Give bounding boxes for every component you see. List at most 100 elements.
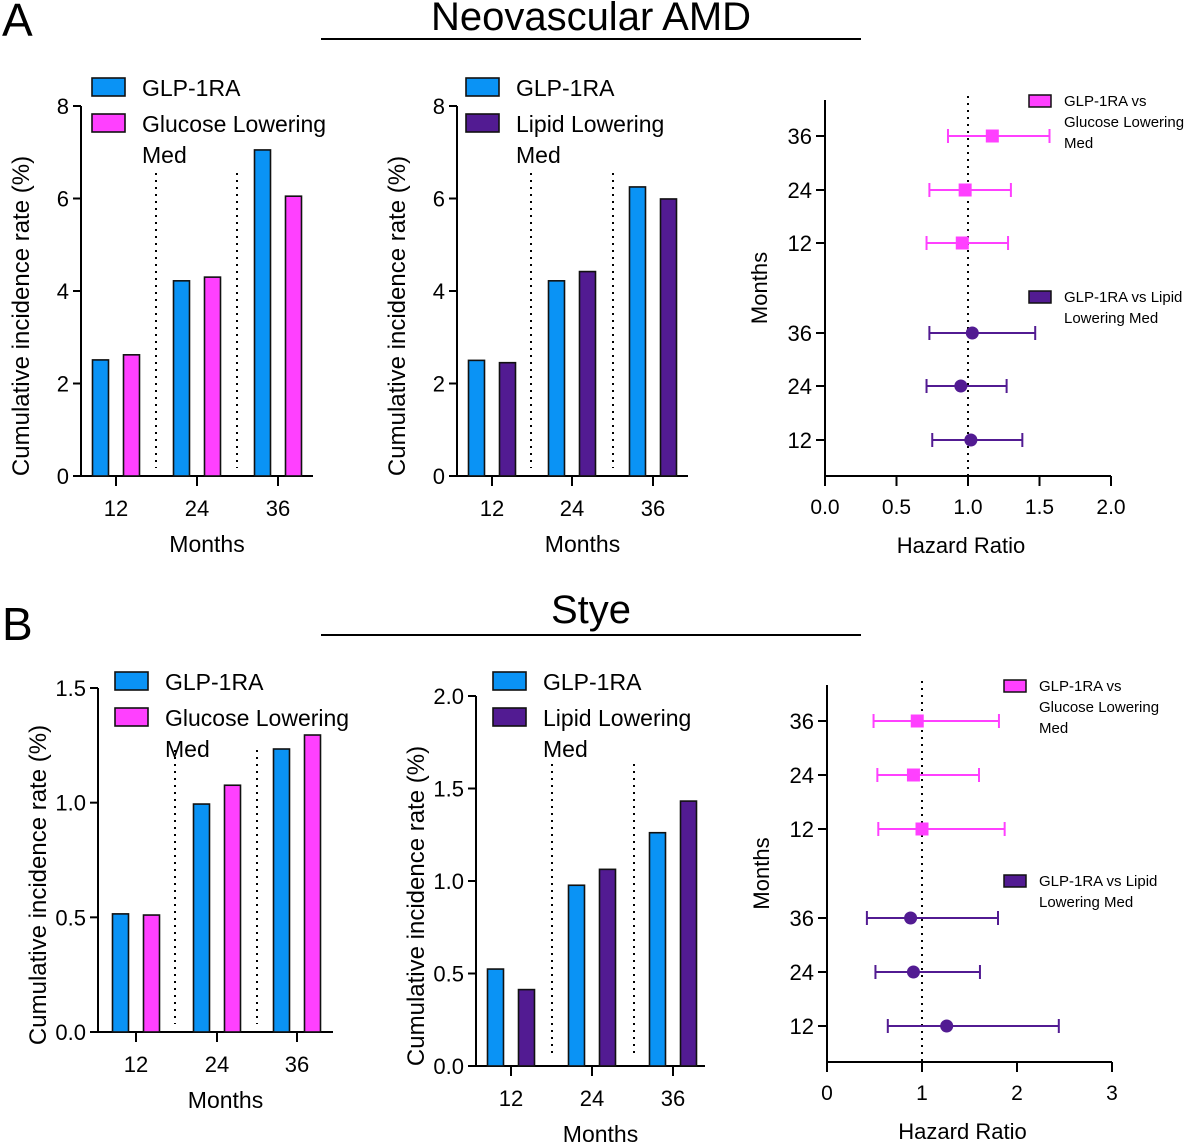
x-tick-label: 1.0 [953,496,982,519]
legend-label: GLP-1RA [142,75,241,101]
section-title-stye: Stye [551,588,631,632]
y-tick-label: 12 [790,817,814,842]
y-tick-label: 4 [57,279,69,304]
bar-glp1ra-36 [253,149,272,477]
hr-marker-square [985,129,999,143]
legend-swatch-lipid [1028,290,1052,304]
bar-lipid-12 [517,988,536,1067]
y-tick-label: 0.0 [433,1054,464,1079]
x-tick-label: 12 [124,1052,148,1077]
legend-label: Lowering Med [1064,310,1158,327]
legend-swatch-lipid [492,707,527,727]
y-tick-label: 36 [788,321,812,346]
x-tick-label: 0 [821,1082,833,1105]
x-axis-title: Hazard Ratio [897,533,1025,558]
legend-label: GLP-1RA [543,669,642,695]
legend-label: GLP-1RA vs [1064,93,1147,110]
bar-glp1ra-24 [172,280,191,477]
bar-glp1ra-24 [192,803,211,1033]
y-tick-label: 36 [788,124,812,149]
legend-swatch-lipid [465,113,500,133]
legend-swatch-glp1ra [91,77,126,97]
hr-marker-square [955,236,969,250]
y-axis-title: Months [749,837,774,909]
legend-label: Med [543,736,588,762]
bar-glp1ra-12 [111,913,130,1033]
hr-marker-square [915,822,929,836]
legend-label: GLP-1RA vs Lipid [1039,873,1157,890]
bar-glucose-24 [203,276,222,477]
bar-glucose-12 [122,354,141,477]
legend-label: Glucose Lowering [1039,699,1159,716]
x-tick-label: 36 [661,1086,685,1111]
x-tick-label: 2 [1011,1082,1023,1105]
legend-label: GLP-1RA [516,75,615,101]
legend-label: Lipid Lowering [516,111,664,137]
legend-label: Med [1039,720,1068,737]
x-tick-label: 24 [185,496,209,521]
legend-label: Glucose Lowering [142,111,326,137]
y-tick-label: 1.5 [55,676,86,701]
y-tick-label: 36 [790,709,814,734]
x-tick-label: 24 [205,1052,229,1077]
legend-swatch-glp1ra [114,671,149,691]
legend-swatch-glucose [1028,94,1052,108]
hr-marker-circle [906,965,920,979]
y-tick-label: 0.0 [55,1020,86,1045]
bar-lipid-12 [498,361,517,477]
y-axis-title: Cumulative incidence rate (%) [8,156,35,476]
x-tick-label: 36 [641,496,665,521]
y-tick-label: 1.0 [55,791,86,816]
legend-label: GLP-1RA vs [1039,678,1122,695]
y-tick-label: 0 [433,464,445,489]
bar-glp1ra-24 [547,280,566,477]
x-tick-label: 1.5 [1025,496,1054,519]
legend-label: Lowering Med [1039,894,1133,911]
panel-label-b: B [2,598,33,650]
x-tick-label: 24 [580,1086,604,1111]
legend-label: Med [1064,135,1093,152]
y-tick-label: 8 [433,94,445,119]
bar-glucose-36 [303,734,322,1033]
x-tick-label: 36 [266,496,290,521]
x-axis-title: Months [545,531,620,557]
y-tick-label: 1.0 [433,869,464,894]
section-title-neovascular-amd: Neovascular AMD [431,0,751,39]
bar-glucose-12 [142,914,161,1033]
y-tick-label: 24 [790,763,814,788]
x-tick-label: 24 [560,496,584,521]
bar-lipid-36 [679,800,698,1067]
y-tick-label: 0.5 [55,905,86,930]
legend-swatch-glucose [1003,679,1027,693]
legend-label: Med [165,736,210,762]
y-tick-label: 0 [57,464,69,489]
x-tick-label: 0.5 [882,496,911,519]
y-tick-label: 6 [433,187,445,212]
bar-glucose-36 [284,195,303,477]
x-tick-label: 12 [480,496,504,521]
legend-label: Lipid Lowering [543,705,691,731]
y-tick-label: 12 [788,428,812,453]
bar-glp1ra-36 [272,748,291,1033]
legend-label: GLP-1RA vs Lipid [1064,289,1182,306]
y-tick-label: 24 [788,374,812,399]
bar-glp1ra-12 [91,359,110,477]
x-axis-title: Months [188,1087,263,1113]
y-tick-label: 8 [57,94,69,119]
y-tick-label: 6 [57,187,69,212]
hr-marker-square [906,768,920,782]
legend-swatch-glp1ra [492,671,527,691]
y-tick-label: 36 [790,906,814,931]
bar-glp1ra-12 [467,359,486,477]
hr-marker-circle [904,911,918,925]
panel-label-a: A [2,0,33,46]
x-tick-label: 1 [916,1082,928,1105]
y-axis-title: Cumulative incidence rate (%) [384,156,411,476]
legend-swatch-glp1ra [465,77,500,97]
y-tick-label: 1.5 [433,777,464,802]
legend-label: Med [516,142,561,168]
chart-a3: 0.0 0.5 1.0 1.5 2.0 Hazard Ratio Months 36 24 12 G… [747,93,1184,558]
